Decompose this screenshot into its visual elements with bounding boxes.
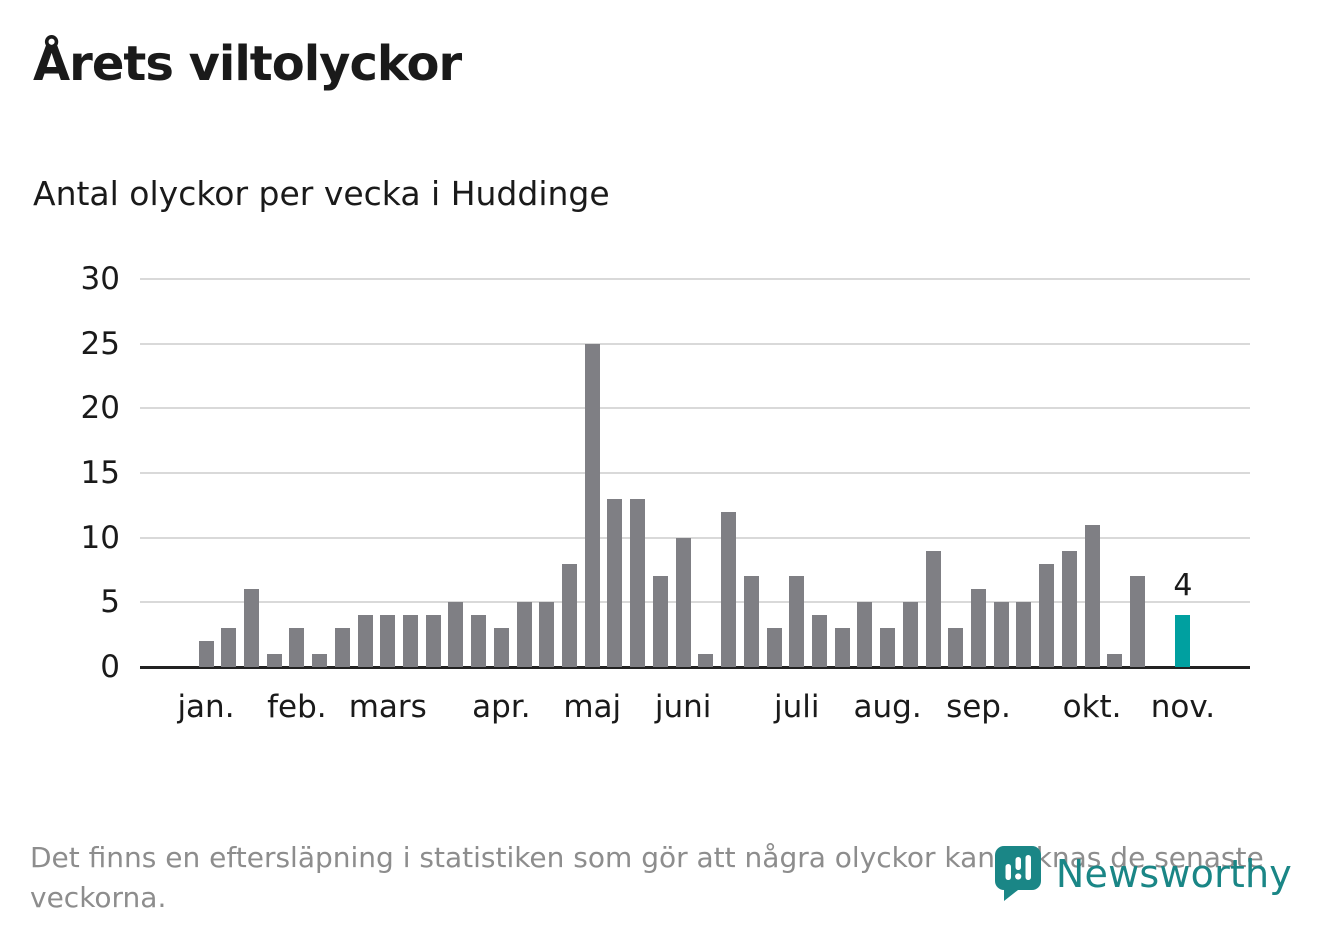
bar — [630, 498, 646, 667]
y-axis-tick-label: 25 — [80, 325, 120, 362]
page-title: Årets viltolyckor — [33, 36, 462, 92]
x-axis-month-label: okt. — [1062, 689, 1122, 725]
x-axis-month-label: juli — [773, 689, 820, 725]
bar — [1016, 602, 1032, 667]
x-axis-month-label: nov. — [1150, 689, 1216, 725]
x-axis-month-label: apr. — [472, 689, 531, 725]
bar — [198, 641, 214, 667]
bar — [584, 343, 600, 667]
y-axis-tick-label: 15 — [80, 455, 120, 491]
bar — [562, 563, 578, 667]
footer-note: Det finns en eftersläpning i statistiken… — [30, 841, 1264, 914]
bar — [266, 654, 282, 667]
newsworthy-logo: Newsworthy — [994, 846, 1292, 902]
bar — [698, 654, 714, 667]
x-axis-month-label: feb. — [267, 689, 327, 725]
bar — [1084, 524, 1100, 667]
gridline — [140, 342, 1250, 345]
bar — [493, 628, 509, 667]
bar — [448, 602, 464, 667]
bar — [471, 615, 487, 667]
gridline — [140, 536, 1250, 539]
chart-subtitle: Antal olyckor per vecka i Huddinge — [33, 174, 610, 213]
highlight-value-label: 4 — [1173, 568, 1193, 604]
weekly-accidents-bar-chart: 0 5 10 15 20 25 30 jan. feb. mars apr. maj juni juli a… — [81, 261, 1250, 725]
bar — [1107, 654, 1123, 667]
bar — [1130, 576, 1146, 667]
bar-highlight — [1175, 615, 1191, 667]
bar — [425, 615, 441, 667]
x-axis-month-label: maj — [563, 689, 622, 725]
bar — [289, 628, 305, 667]
x-axis-month-label: aug. — [853, 689, 922, 725]
gridline — [140, 407, 1250, 410]
y-axis-tick-label: 10 — [80, 519, 120, 556]
bar — [221, 628, 237, 667]
bar — [675, 537, 691, 667]
x-axis-month-label: jan. — [177, 689, 235, 725]
bar — [334, 628, 350, 667]
newsworthy-logo-text: Newsworthy — [1055, 852, 1292, 896]
x-axis-month-label: sep. — [946, 689, 1011, 725]
newsworthy-logo-icon — [994, 846, 1041, 901]
bar — [402, 615, 418, 667]
bar — [948, 628, 964, 667]
y-axis-tick-label: 5 — [100, 584, 120, 621]
bar — [811, 615, 827, 667]
bar — [970, 589, 986, 667]
gridline — [140, 278, 1250, 280]
bar — [721, 511, 737, 667]
bar — [1039, 563, 1055, 667]
bar — [993, 602, 1009, 667]
bar — [312, 654, 328, 667]
bar — [357, 615, 373, 667]
bar — [925, 550, 941, 667]
bar — [243, 589, 259, 667]
bar — [834, 628, 850, 667]
bar — [607, 498, 623, 667]
x-axis-line — [140, 666, 1250, 669]
x-axis-month-label: mars — [348, 689, 427, 725]
bar — [880, 628, 896, 667]
bar — [652, 576, 668, 667]
bar — [380, 615, 396, 667]
x-axis-month-label: juni — [654, 689, 712, 725]
gridline — [140, 472, 1250, 474]
bar — [539, 602, 555, 667]
bar — [789, 576, 805, 667]
y-axis-tick-label: 30 — [80, 261, 120, 297]
bar — [1061, 550, 1077, 667]
y-axis-tick-label: 20 — [80, 390, 120, 427]
bar — [902, 602, 918, 667]
y-axis-tick-label: 0 — [100, 649, 120, 685]
bar — [766, 628, 782, 667]
bar — [743, 576, 759, 667]
bar — [857, 602, 873, 667]
bar — [516, 602, 532, 667]
gridline — [140, 601, 1250, 604]
